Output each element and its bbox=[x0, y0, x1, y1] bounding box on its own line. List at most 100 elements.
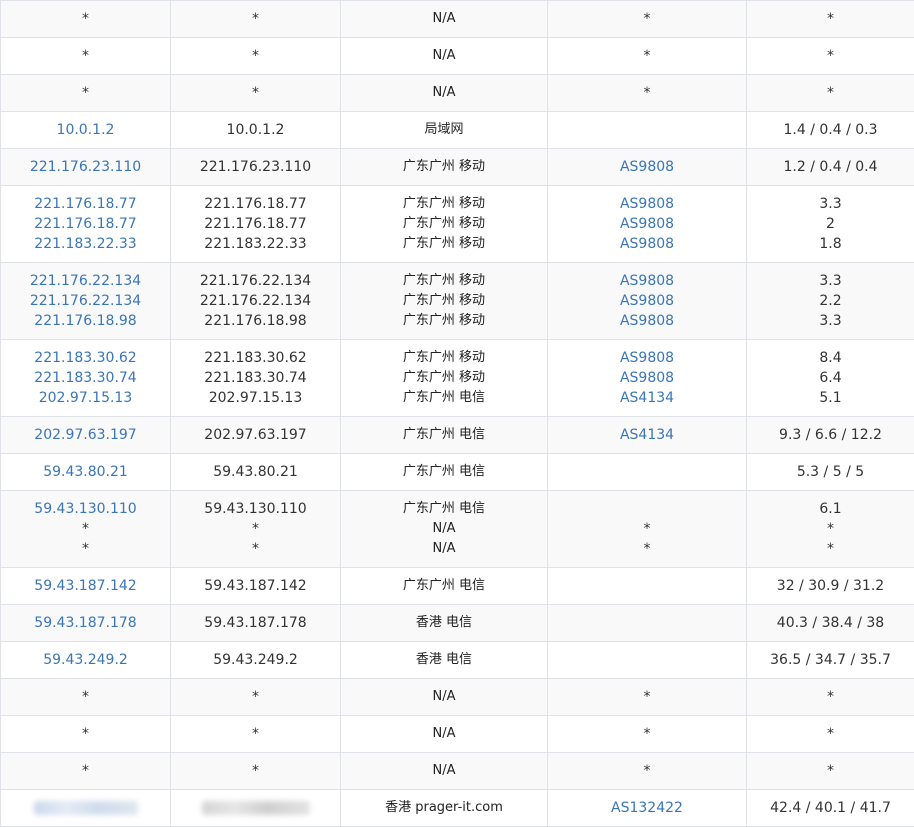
hop-location-cell: 香港 电信 bbox=[341, 605, 548, 642]
hop-latency-cell: 9.3 / 6.6 / 12.2 bbox=[747, 417, 914, 454]
hop-latency-text: * bbox=[747, 9, 914, 29]
hop-latency-text: 1.8 bbox=[747, 234, 914, 254]
hop-hostname-text: 59.43.187.142 bbox=[171, 576, 340, 596]
asn-link[interactable]: AS4134 bbox=[548, 388, 746, 408]
asn-link[interactable]: AS9808 bbox=[548, 157, 746, 177]
hop-ip-text: * bbox=[1, 9, 170, 29]
hop-location-text: 广东广州 移动 bbox=[341, 291, 547, 311]
asn-link[interactable]: AS9808 bbox=[548, 214, 746, 234]
hop-hostname-text: 59.43.187.178 bbox=[171, 613, 340, 633]
hop-location-text: 广东广州 移动 bbox=[341, 194, 547, 214]
hop-location-cell: 广东广州 移动广东广州 移动广东广州 移动 bbox=[341, 186, 548, 263]
hop-hostname-cell: 59.43.249.2 bbox=[171, 642, 341, 679]
hop-latency-text: 3.3 bbox=[747, 271, 914, 291]
asn-link[interactable]: AS9808 bbox=[548, 234, 746, 254]
ip-link[interactable]: 221.176.22.134 bbox=[1, 291, 170, 311]
asn-link[interactable]: AS132422 bbox=[548, 798, 746, 818]
hop-ip-cell: 59.43.80.21 bbox=[1, 454, 171, 491]
hop-location-cell: 广东广州 电信 bbox=[341, 568, 548, 605]
hop-latency-text: 32 / 30.9 / 31.2 bbox=[747, 576, 914, 596]
ip-link[interactable]: 221.176.18.77 bbox=[1, 214, 170, 234]
hop-asn-cell bbox=[548, 605, 747, 642]
hop-hostname-cell: * bbox=[171, 679, 341, 716]
hop-latency-text: * bbox=[747, 83, 914, 103]
asn-link[interactable]: AS9808 bbox=[548, 271, 746, 291]
hop-hostname-cell bbox=[171, 790, 341, 827]
hop-hostname-cell: 221.176.23.110 bbox=[171, 149, 341, 186]
hop-hostname-text: 221.183.30.62 bbox=[171, 348, 340, 368]
hop-latency-text: * bbox=[747, 519, 914, 539]
ip-link[interactable]: 221.176.22.134 bbox=[1, 271, 170, 291]
hop-asn-text: * bbox=[548, 724, 746, 744]
hop-latency-text: 36.5 / 34.7 / 35.7 bbox=[747, 650, 914, 670]
ip-link[interactable]: 221.176.18.77 bbox=[1, 194, 170, 214]
asn-link[interactable]: AS9808 bbox=[548, 291, 746, 311]
ip-link[interactable]: 202.97.15.13 bbox=[1, 388, 170, 408]
hop-hostname-text: * bbox=[171, 46, 340, 66]
ip-link[interactable]: 59.43.187.178 bbox=[1, 613, 170, 633]
ip-link[interactable]: 221.176.23.110 bbox=[1, 157, 170, 177]
hop-location-cell: N/A bbox=[341, 1, 548, 38]
hop-location-text: 广东广州 移动 bbox=[341, 271, 547, 291]
hop-asn-cell bbox=[548, 642, 747, 679]
hop-ip-cell: * bbox=[1, 679, 171, 716]
hop-asn-cell: * bbox=[548, 1, 747, 38]
ip-link[interactable]: 221.183.30.62 bbox=[1, 348, 170, 368]
hop-latency-text: 1.2 / 0.4 / 0.4 bbox=[747, 157, 914, 177]
hop-hostname-text: 221.176.22.134 bbox=[171, 291, 340, 311]
asn-link[interactable]: AS9808 bbox=[548, 194, 746, 214]
hop-asn-text bbox=[548, 576, 746, 596]
hop-hostname-text: 221.176.18.98 bbox=[171, 311, 340, 331]
ip-link[interactable]: 202.97.63.197 bbox=[1, 425, 170, 445]
table-row: **N/A** bbox=[1, 38, 914, 75]
hop-hostname-text: 10.0.1.2 bbox=[171, 120, 340, 140]
ip-link[interactable]: 221.183.22.33 bbox=[1, 234, 170, 254]
hop-latency-cell: * bbox=[747, 1, 914, 38]
ip-link[interactable]: 10.0.1.2 bbox=[1, 120, 170, 140]
table-row: **N/A** bbox=[1, 679, 914, 716]
hop-ip-cell: * bbox=[1, 38, 171, 75]
hop-ip-cell: * bbox=[1, 753, 171, 790]
ip-link[interactable]: 59.43.80.21 bbox=[1, 462, 170, 482]
hop-asn-text: * bbox=[548, 9, 746, 29]
hop-hostname-cell: 10.0.1.2 bbox=[171, 112, 341, 149]
asn-link[interactable]: AS9808 bbox=[548, 368, 746, 388]
hop-latency-text: * bbox=[747, 539, 914, 559]
asn-link[interactable]: AS9808 bbox=[548, 311, 746, 331]
hop-ip-text: * bbox=[1, 519, 170, 539]
hop-location-text: 广东广州 移动 bbox=[341, 348, 547, 368]
hop-location-text: 香港 电信 bbox=[341, 613, 547, 633]
hop-location-text: N/A bbox=[341, 46, 547, 66]
hop-hostname-text: 221.176.18.77 bbox=[171, 214, 340, 234]
hop-asn-cell bbox=[548, 112, 747, 149]
ip-link[interactable]: 59.43.130.110 bbox=[1, 499, 170, 519]
ip-link[interactable]: 59.43.249.2 bbox=[1, 650, 170, 670]
ip-link[interactable]: 221.176.18.98 bbox=[1, 311, 170, 331]
hop-asn-cell: AS9808 bbox=[548, 149, 747, 186]
hop-location-text: 广东广州 移动 bbox=[341, 157, 547, 177]
hop-latency-text: * bbox=[747, 761, 914, 781]
hop-asn-cell: * bbox=[548, 38, 747, 75]
ip-link[interactable]: 59.43.187.142 bbox=[1, 576, 170, 596]
ip-link[interactable]: 221.183.30.74 bbox=[1, 368, 170, 388]
hop-location-cell: 广东广州 电信 bbox=[341, 417, 548, 454]
hop-latency-text: 40.3 / 38.4 / 38 bbox=[747, 613, 914, 633]
asn-link[interactable]: AS4134 bbox=[548, 425, 746, 445]
hop-asn-cell: * bbox=[548, 753, 747, 790]
hop-location-cell: 广东广州 电信 bbox=[341, 454, 548, 491]
asn-link[interactable]: AS9808 bbox=[548, 348, 746, 368]
hop-latency-cell: 32 / 30.9 / 31.2 bbox=[747, 568, 914, 605]
hop-location-text: 广东广州 移动 bbox=[341, 368, 547, 388]
hop-hostname-cell: 59.43.130.110** bbox=[171, 491, 341, 568]
hop-latency-cell: 6.1** bbox=[747, 491, 914, 568]
hop-location-text: 广东广州 移动 bbox=[341, 214, 547, 234]
